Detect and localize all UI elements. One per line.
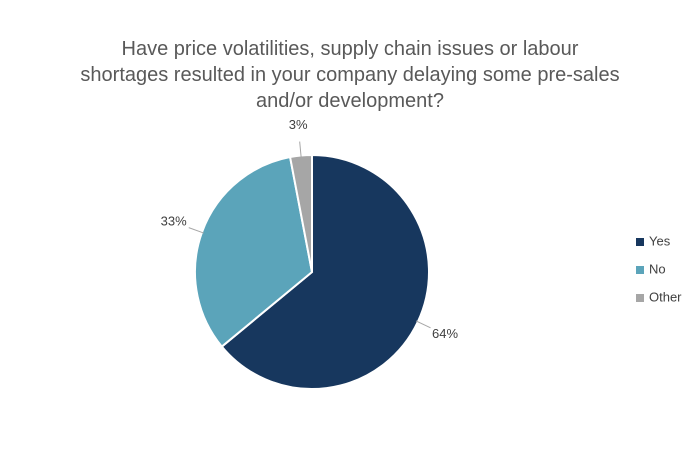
data-label: 64% (432, 326, 458, 341)
data-label: 33% (161, 214, 187, 229)
legend-label: Other (649, 289, 682, 304)
chart-title: Have price volatilities, supply chain is… (80, 38, 620, 112)
legend-swatch (636, 294, 644, 302)
legend-label: No (649, 261, 666, 276)
data-label: 3% (289, 117, 308, 132)
leader-line (299, 141, 302, 158)
leader-line (415, 320, 431, 329)
legend-label: Yes (649, 233, 671, 248)
legend-swatch (636, 266, 644, 274)
legend-swatch (636, 238, 644, 246)
leader-line (188, 227, 204, 234)
